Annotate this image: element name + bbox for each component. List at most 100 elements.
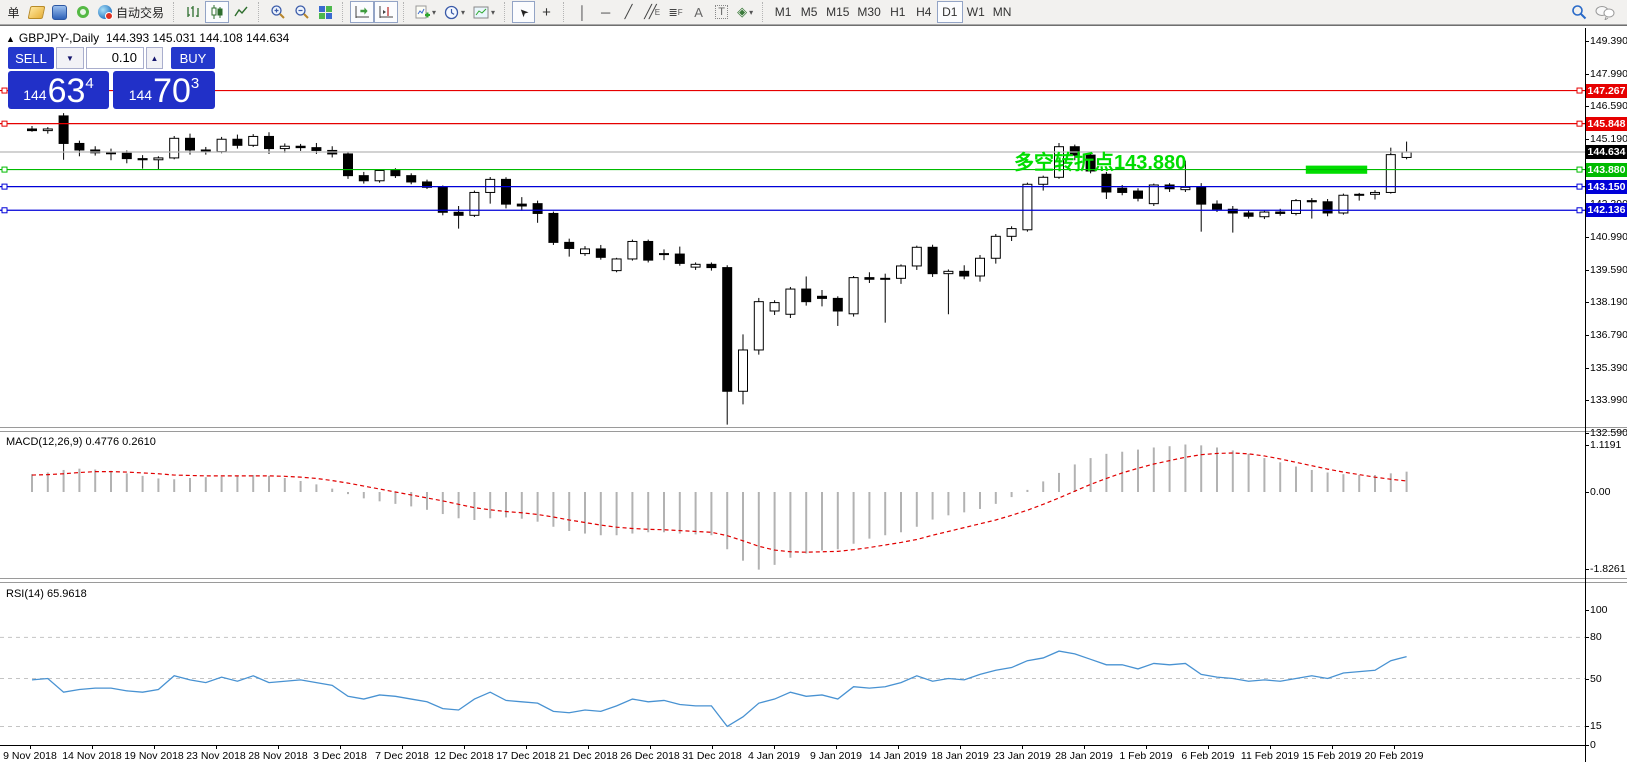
macd-tick-mark [1585,569,1589,570]
timeframe-m5[interactable]: M5 [796,1,822,23]
accounts-button[interactable] [48,1,71,23]
toolbar-separator [563,2,567,22]
sell-price-figure: 144 [23,87,47,103]
toolbar-separator [342,2,346,22]
price-level-box-142.136[interactable]: 142.136 [1586,203,1627,218]
line-chart-mode-button[interactable] [229,1,253,23]
collapse-icon[interactable]: ▲ [6,34,15,44]
date-tick-label: 31 Dec 2018 [682,750,742,762]
macd-label: MACD(12,26,9) 0.4776 0.2610 [6,436,156,448]
line-chart-icon [234,6,248,17]
text-tool-button[interactable]: A [687,1,710,23]
label-tool-button[interactable]: T [710,1,733,23]
history-center-button[interactable] [25,1,48,23]
macd-panel-area[interactable] [0,432,1585,578]
templates-dropdown-caret[interactable]: ▾ [491,7,496,17]
price-level-box-147.267[interactable]: 147.267 [1586,83,1627,98]
crosshair-tool-button[interactable]: + [535,1,558,23]
sell-price-pips: 63 [47,72,86,111]
tile-windows-icon [319,5,333,19]
buy-price-pips: 70 [153,72,191,111]
new-order-button[interactable]: 单 [2,1,25,23]
price-tick-mark [1585,41,1589,42]
date-tick-label: 20 Feb 2019 [1364,750,1424,762]
rsi-tick-mark [1585,637,1589,639]
sell-button[interactable]: SELL [8,47,54,69]
timeframe-mn[interactable]: MN [989,1,1016,23]
macd-tick-mark [1585,492,1589,493]
panel-separator[interactable] [0,427,1627,428]
timeframe-d1[interactable]: D1 [936,1,963,23]
indicators-button[interactable]: ▾ [411,1,440,23]
date-tick-mark [340,745,341,749]
periods-button[interactable]: ▾ [440,1,469,23]
price-tick-mark [1585,237,1589,239]
channel-tool-button[interactable]: ╱╱ E [640,1,664,23]
date-tick-label: 23 Jan 2019 [993,750,1051,762]
price-tick-label: 138.190 [1590,296,1627,309]
templates-button[interactable]: ▾ [469,1,499,23]
panel-separator[interactable] [0,582,1627,583]
price-tick-mark [1585,367,1589,369]
sell-price-point: 4 [85,75,94,92]
price-level-box-145.848[interactable]: 145.848 [1586,116,1627,131]
signal-icon [76,6,89,18]
channel-icon: ╱╱ [644,4,657,19]
auto-scroll-button[interactable] [350,1,375,23]
panel-separator[interactable] [0,431,1627,432]
price-tick-label: 135.390 [1590,361,1627,374]
rsi-panel-area[interactable] [0,583,1585,745]
timeframe-h1[interactable]: H1 [885,1,911,23]
account-icon [52,4,67,20]
price-level-box-143.150[interactable]: 143.150 [1586,179,1627,194]
date-tick-label: 28 Nov 2018 [248,750,308,762]
search-button[interactable] [1567,1,1591,23]
chart-shift-button[interactable] [374,1,399,23]
arrows-dropdown-caret[interactable]: ▾ [749,7,754,17]
chat-button[interactable] [1591,1,1619,23]
autotrading-label: 自动交易 [116,5,165,20]
date-tick-mark [588,745,589,749]
date-tick-mark [216,745,217,749]
buy-price-button[interactable]: 144 70 3 [113,71,215,109]
price-axis-divider [1585,28,1586,762]
volume-decrease-button[interactable]: ▼ [56,47,84,69]
autotrading-globe-icon [98,5,113,20]
buy-button[interactable]: BUY [171,47,215,69]
candlestick-mode-button[interactable] [205,1,230,23]
trendline-tool-button[interactable]: ╱ [617,1,640,23]
date-tick-label: 1 Feb 2019 [1119,750,1173,762]
fibonacci-tool-button[interactable]: ≣ F [664,1,687,23]
main-chart-area[interactable] [0,28,1585,427]
cursor-tool-button[interactable]: ➤ [512,1,536,23]
price-level-box-143.880[interactable]: 143.880 [1586,162,1627,177]
volume-increase-button[interactable]: ▲ [146,47,163,69]
indicators-dropdown-caret[interactable]: ▾ [432,7,437,17]
timeframe-m15[interactable]: M15 [822,1,853,23]
symbol-title: GBPJPY-,Daily [18,31,100,45]
timeframe-w1[interactable]: W1 [963,1,989,23]
horizontal-line-tool-button[interactable]: ─ [594,1,617,23]
price-level-box-144.634[interactable]: 144.634 [1586,144,1627,159]
zoom-in-button[interactable] [266,1,290,23]
vertical-line-tool-button[interactable]: │ [571,1,594,23]
autotrading-button[interactable]: 自动交易 [94,1,168,23]
date-tick-label: 14 Nov 2018 [62,750,122,762]
timeframe-h4[interactable]: H4 [911,1,937,23]
bar-chart-mode-button[interactable] [181,1,205,23]
rsi-tick-mark [1585,610,1589,611]
arrows-tool-button[interactable]: ◈ ▾ [733,1,757,23]
sell-price-button[interactable]: 144 63 4 [8,71,109,109]
date-tick-label: 23 Nov 2018 [186,750,246,762]
signals-button[interactable] [71,1,94,23]
volume-input[interactable]: 0.10 [86,47,144,69]
fibonacci-icon: ≣ [668,6,678,19]
panel-separator[interactable] [0,578,1627,579]
tile-windows-button[interactable] [314,1,337,23]
timeframe-m1[interactable]: M1 [770,1,796,23]
zoom-out-icon [295,5,309,19]
timeframe-m30[interactable]: M30 [853,1,884,23]
zoom-out-button[interactable] [290,1,314,23]
periods-dropdown-caret[interactable]: ▾ [461,7,466,17]
rsi-axis-label: 100 [1590,604,1608,616]
